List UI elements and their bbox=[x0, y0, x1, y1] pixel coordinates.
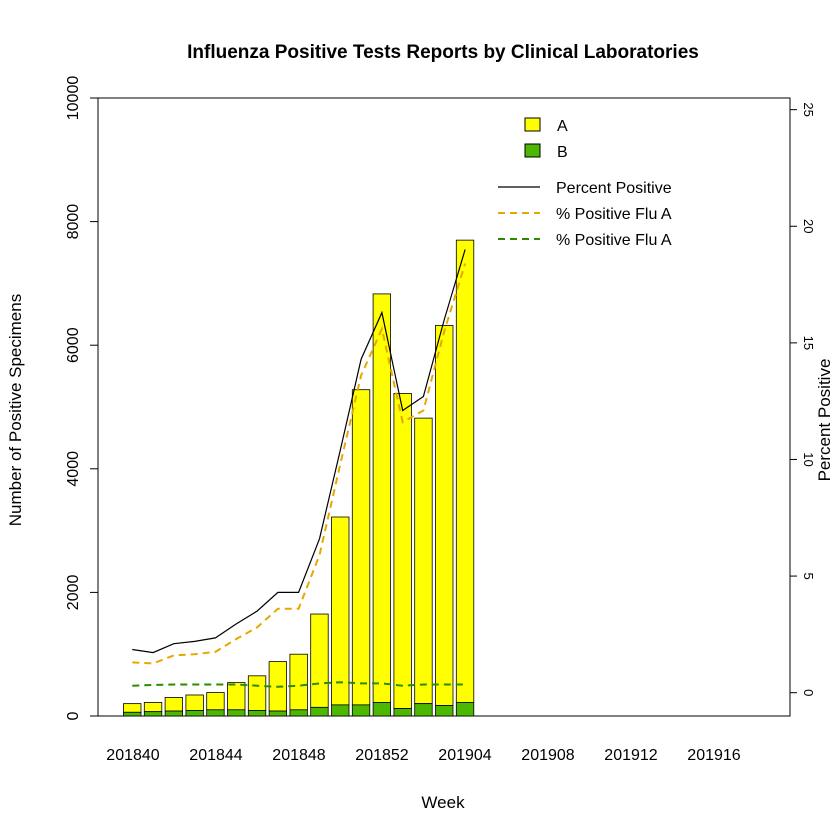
legend-swatch-A bbox=[524, 117, 541, 132]
bar-a-201846 bbox=[247, 675, 267, 711]
bar-b-201902 bbox=[414, 703, 433, 717]
bar-a-201840 bbox=[123, 703, 142, 713]
bar-a-201852 bbox=[372, 293, 392, 703]
bar-a-201903 bbox=[435, 325, 454, 706]
y-tick-label-2000: 2000 bbox=[65, 575, 82, 611]
legend-swatch-B bbox=[524, 143, 541, 158]
y2-tick-label-15: 15 bbox=[801, 336, 816, 350]
bar-b-201904 bbox=[455, 702, 475, 717]
bar-b-201849 bbox=[310, 706, 329, 717]
chart-title: Influenza Positive Tests Reports by Clin… bbox=[187, 42, 699, 63]
bar-a-201844 bbox=[206, 692, 225, 711]
x-tick-label-201848: 201848 bbox=[272, 747, 325, 764]
y-axis-label: Number of Positive Specimens bbox=[6, 294, 25, 526]
bar-b-201848 bbox=[289, 709, 308, 717]
legend-line-label-0: Percent Positive bbox=[556, 180, 672, 197]
legend-label-B: B bbox=[557, 144, 568, 161]
bar-layer bbox=[123, 239, 475, 717]
y-axis-right: 0 5 10 15 20 25 bbox=[790, 102, 816, 696]
bar-a-201850 bbox=[331, 516, 350, 706]
bar-b-201903 bbox=[435, 705, 454, 717]
x-tick-label-201844: 201844 bbox=[189, 747, 242, 764]
y-tick-label-10000: 10000 bbox=[65, 76, 82, 121]
line-series-2 bbox=[132, 681, 466, 688]
bar-b-201851 bbox=[351, 704, 371, 717]
bar-b-201847 bbox=[268, 710, 288, 717]
bar-a-201843 bbox=[185, 694, 204, 711]
y2-tick-label-5: 5 bbox=[801, 572, 816, 579]
y-axis-left: 0 2000 4000 6000 8000 10000 bbox=[65, 76, 98, 720]
legend: AB Percent Positive % Positive Flu A % Posi… bbox=[498, 117, 672, 249]
x-tick-label-201840: 201840 bbox=[106, 747, 159, 764]
legend-line-label-2: % Positive Flu A bbox=[556, 232, 672, 249]
bar-a-201904 bbox=[455, 239, 475, 703]
y-tick-label-0: 0 bbox=[65, 711, 82, 720]
bar-b-201844 bbox=[206, 709, 225, 717]
bar-a-201842 bbox=[164, 697, 184, 712]
bar-a-201902 bbox=[414, 417, 433, 705]
y2-tick-label-25: 25 bbox=[801, 102, 816, 116]
line-layer bbox=[132, 249, 467, 688]
bar-b-201843 bbox=[185, 710, 204, 717]
x-tick-label-201852: 201852 bbox=[355, 747, 408, 764]
x-axis-label: Week bbox=[421, 793, 465, 812]
x-axis: 201840 201844 201848 201852 201904 201908 2019… bbox=[106, 747, 740, 764]
bar-a-201845 bbox=[227, 682, 246, 711]
x-tick-label-201908: 201908 bbox=[521, 747, 574, 764]
bar-b-201845 bbox=[227, 709, 246, 717]
x-tick-label-201904: 201904 bbox=[438, 747, 491, 764]
y-tick-label-6000: 6000 bbox=[65, 327, 82, 363]
bar-a-201901 bbox=[393, 393, 412, 709]
legend-label-A: A bbox=[557, 118, 568, 135]
x-tick-label-201912: 201912 bbox=[604, 747, 657, 764]
y-tick-label-8000: 8000 bbox=[65, 204, 82, 240]
y2-tick-label-20: 20 bbox=[801, 219, 816, 233]
bar-b-201841 bbox=[143, 711, 163, 717]
y2-axis-label: Percent Positive bbox=[815, 359, 834, 482]
bar-b-201901 bbox=[393, 708, 412, 717]
y-tick-label-4000: 4000 bbox=[65, 451, 82, 487]
bar-a-201848 bbox=[289, 653, 308, 711]
x-tick-label-201916: 201916 bbox=[687, 747, 740, 764]
y2-tick-label-10: 10 bbox=[801, 452, 816, 466]
bar-a-201851 bbox=[351, 389, 371, 706]
bar-a-201841 bbox=[143, 702, 163, 713]
bar-b-201842 bbox=[164, 710, 184, 717]
line-series-0 bbox=[132, 249, 466, 654]
bar-b-201840 bbox=[123, 711, 142, 717]
bar-b-201846 bbox=[247, 710, 267, 717]
bar-b-201852 bbox=[372, 702, 392, 717]
bar-a-201849 bbox=[310, 613, 329, 708]
line-series-1 bbox=[132, 263, 467, 665]
legend-line-label-1: % Positive Flu A bbox=[556, 206, 672, 223]
y2-tick-label-0: 0 bbox=[801, 689, 816, 696]
bar-b-201850 bbox=[331, 704, 350, 717]
